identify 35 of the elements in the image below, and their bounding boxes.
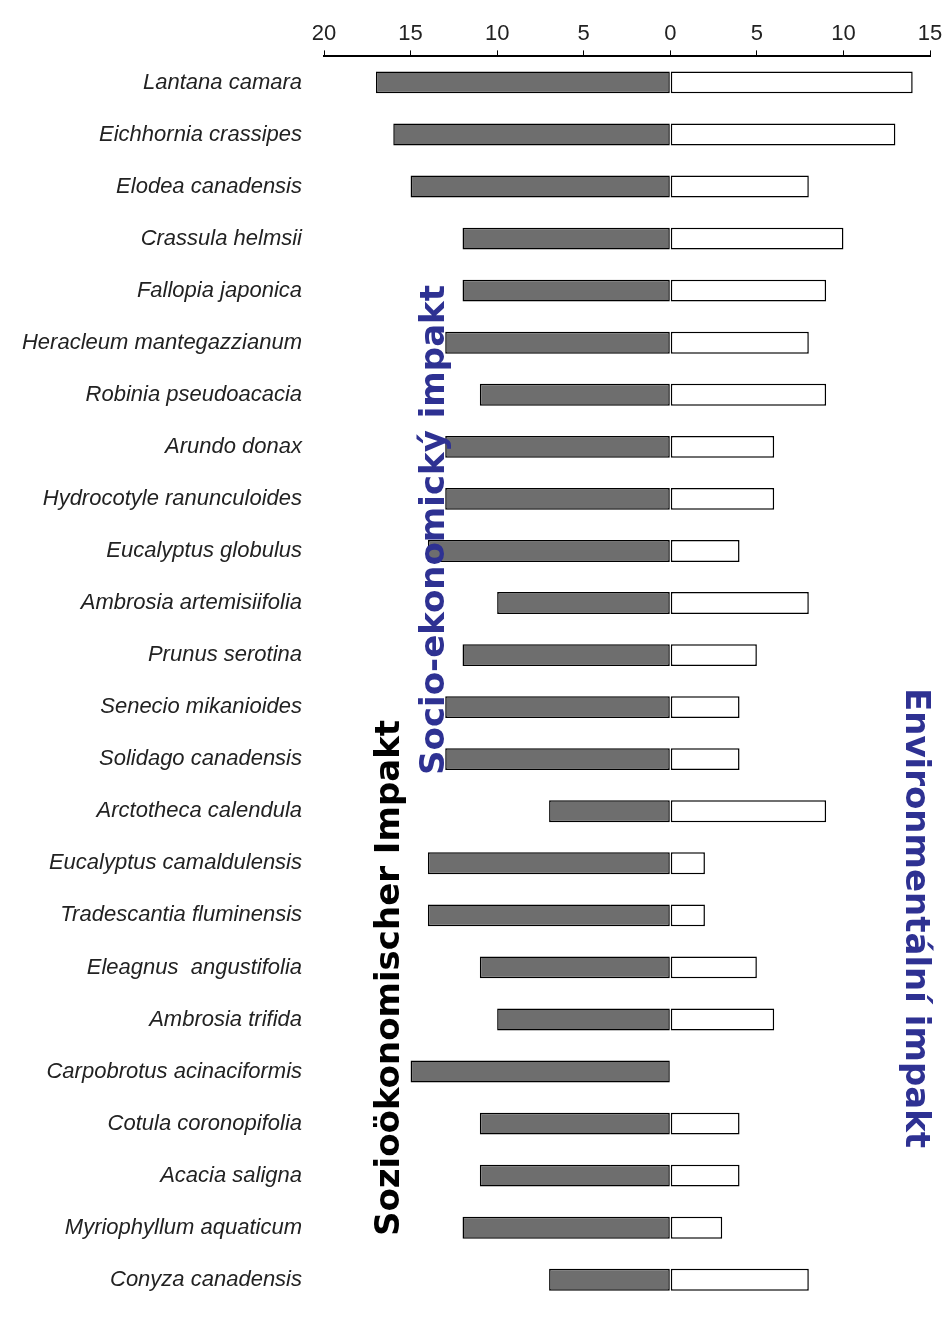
y-tick-label: Tradescantia fluminensis: [60, 901, 303, 927]
x-tick-label: 0: [664, 20, 677, 46]
y-tick-label: Cotula coronopifolia: [107, 1109, 303, 1135]
y-tick-label: Arctotheca calendula: [94, 797, 303, 823]
y-tick-label: Senecio mikanioides: [100, 693, 303, 719]
x-tick-label: 10: [484, 20, 510, 46]
annotation: Environmentální impakt: [898, 687, 938, 1149]
x-tick-label: 10: [831, 20, 856, 46]
y-tick-label: Elodea canadensis: [116, 172, 303, 198]
x-tick-label: 5: [750, 20, 763, 46]
x-tick-label: 20: [311, 20, 337, 46]
y-tick-label: Lantana camara: [143, 68, 303, 94]
y-tick-label: Conyza canadensis: [110, 1265, 303, 1291]
x-tick-label: 15: [398, 20, 423, 46]
annotation: Sozioökonomischer Impakt: [367, 719, 407, 1237]
y-tick-label: Solidago canadensis: [98, 745, 303, 771]
x-tick-label: 15: [917, 20, 943, 46]
y-tick-label: Prunus serotina: [147, 641, 303, 667]
y-tick-label: Ambrosia artemisiifolia: [78, 589, 303, 615]
y-tick-label: Crassula helmsii: [140, 224, 304, 250]
y-tick-label: Hydrocotyle ranunculoides: [42, 485, 303, 511]
x-tick-label: 5: [577, 20, 590, 46]
y-tick-label: Robinia pseudoacacia: [85, 380, 303, 406]
y-tick-label: Eichhornia crassipes: [99, 120, 303, 146]
y-tick-label: Eucalyptus camaldulensis: [48, 849, 303, 875]
y-tick-label: Ambrosia trifida: [147, 1005, 303, 1031]
y-tick-label: Acacia saligna: [158, 1161, 303, 1187]
y-tick-label: Eucalyptus globulus: [106, 537, 303, 563]
y-tick-label: Fallopia japonica: [136, 276, 303, 302]
y-tick-label: Arundo donax: [163, 432, 304, 458]
annotation: Socio-ekonomický impakt: [412, 285, 452, 775]
y-tick-label: Eleagnus angustifolia: [86, 953, 303, 979]
y-tick-label: Carpobrotus acinaciformis: [46, 1057, 303, 1083]
y-tick-label: Myriophyllum aquaticum: [64, 1213, 303, 1239]
y-tick-label: Heracleum mantegazzianum: [21, 328, 303, 354]
